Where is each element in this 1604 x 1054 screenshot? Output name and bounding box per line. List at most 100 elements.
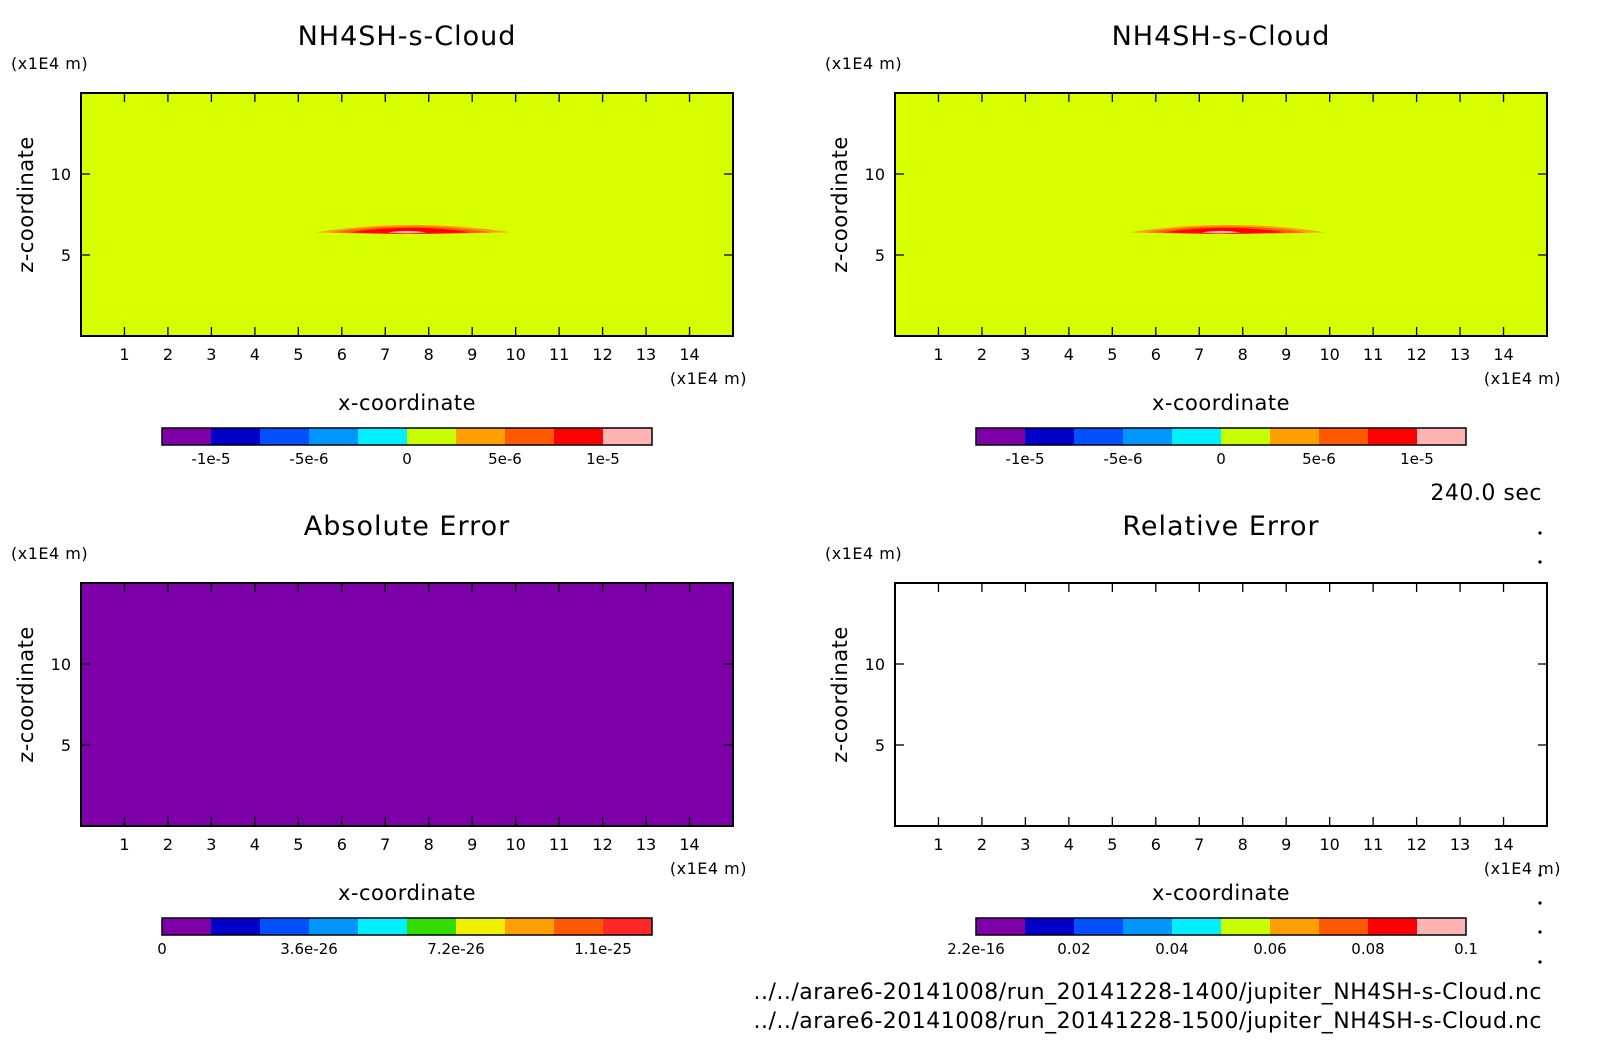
colorbar-tick-label: 1.1e-25 [574, 940, 632, 958]
x-axis-label: x-coordinate [338, 391, 476, 415]
y-unit-label: (x1E4 m) [11, 54, 88, 73]
x-tick-label: 10 [1319, 835, 1339, 854]
cloud-contour-4 [387, 230, 427, 234]
colorbar-cell [1123, 428, 1173, 445]
chart-title: NH4SH-s-Cloud [1112, 21, 1331, 52]
x-tick-label: 13 [636, 835, 656, 854]
x-tick-label: 5 [1107, 345, 1117, 364]
colorbar-cell [1417, 428, 1467, 445]
x-tick-label: 11 [549, 345, 569, 364]
colorbar-tick-label: 0.02 [1057, 940, 1090, 958]
colorbar-cell [976, 918, 1026, 935]
x-unit-label: (x1E4 m) [1484, 859, 1561, 878]
x-tick-label: 8 [424, 835, 434, 854]
y-tick-label: 5 [875, 736, 885, 755]
cloud-contour-3 [349, 227, 472, 234]
field-fill [895, 93, 1547, 336]
x-tick-label: 14 [679, 345, 699, 364]
x-unit-label: (x1E4 m) [670, 369, 747, 388]
colorbar-tick-label: 3.6e-26 [280, 940, 338, 958]
x-tick-label: 14 [679, 835, 699, 854]
x-tick-label: 3 [1020, 835, 1030, 854]
colorbar-frame [975, 917, 1467, 936]
x-tick-label: 12 [1406, 345, 1426, 364]
y-tick-label: 5 [61, 246, 71, 265]
x-tick-label: 4 [1064, 345, 1074, 364]
x-tick-label: 8 [1238, 345, 1248, 364]
file-path-1: ../../arare6-20141008/run_20141228-1400/… [753, 980, 1542, 1005]
colorbar-cell [1319, 918, 1369, 935]
colorbar-tick-label: 0 [1216, 450, 1226, 468]
x-tick-label: 1 [119, 835, 129, 854]
y-unit-label: (x1E4 m) [11, 544, 88, 563]
x-tick-label: 4 [1064, 835, 1074, 854]
x-tick-label: 2 [977, 835, 987, 854]
colorbar-cell [260, 918, 310, 935]
colorbar-cell [456, 918, 506, 935]
colorbar-cell [1417, 918, 1467, 935]
colorbar-cell [1221, 428, 1271, 445]
colorbar-tick-label: 5e-6 [1302, 450, 1336, 468]
colorbar-cell [1025, 428, 1075, 445]
x-tick-label: 11 [1363, 835, 1383, 854]
colorbar-tick-label: 0.1 [1454, 940, 1478, 958]
x-tick-label: 7 [380, 835, 390, 854]
x-tick-label: 7 [1194, 835, 1204, 854]
x-tick-label: 3 [1020, 345, 1030, 364]
colorbar-tick-label: 0 [157, 940, 167, 958]
chart-title: Relative Error [1122, 511, 1319, 542]
x-tick-label: 5 [293, 835, 303, 854]
x-tick-label: 10 [505, 835, 525, 854]
colorbar-frame [975, 427, 1467, 446]
x-tick-label: 3 [206, 835, 216, 854]
colorbar-cell [260, 428, 310, 445]
x-tick-label: 1 [933, 835, 943, 854]
x-tick-label: 11 [549, 835, 569, 854]
y-axis-label: z-coordinate [828, 136, 852, 273]
colorbar-tick-label: 5e-6 [488, 450, 522, 468]
x-tick-label: 1 [933, 345, 943, 364]
plot-frame [80, 582, 734, 827]
x-tick-label: 9 [1281, 345, 1291, 364]
x-tick-label: 2 [977, 345, 987, 364]
chart-panel-1: NH4SH-s-Cloud(x1E4 m)1 2 3 4 5 6 7 8 9 10 11 12 13 14… [11, 21, 747, 468]
x-tick-label: 2 [163, 345, 173, 364]
colorbar-cell [358, 918, 408, 935]
colorbar-cell [309, 428, 359, 445]
cloud-contour-4 [1201, 230, 1241, 234]
colorbar-cell [358, 428, 408, 445]
colorbar-cell [1172, 428, 1222, 445]
cloud-contour-3 [1163, 227, 1286, 234]
x-tick-label: 8 [1238, 835, 1248, 854]
colorbar-cell [211, 918, 261, 935]
colorbar-cell [162, 918, 212, 935]
y-tick-label: 10 [51, 655, 71, 674]
colorbar-cell [1270, 918, 1320, 935]
colorbar-cell [505, 428, 555, 445]
y-tick-label: 5 [61, 736, 71, 755]
x-tick-label: 12 [592, 345, 612, 364]
chart-panel-3: Absolute Error(x1E4 m)1 2 3 4 5 6 7 8 9 10 11 12 13 1… [11, 511, 747, 958]
x-tick-label: 8 [424, 345, 434, 364]
colorbar-cell [554, 428, 604, 445]
y-tick-label: 10 [865, 655, 885, 674]
plot-frame [80, 92, 734, 337]
y-axis-label: z-coordinate [14, 136, 38, 273]
chart-panel-2: NH4SH-s-Cloud(x1E4 m)1 2 3 4 5 6 7 8 9 10 11 12 13 14… [825, 21, 1561, 468]
x-tick-label: 14 [1493, 835, 1513, 854]
x-tick-label: 11 [1363, 345, 1383, 364]
x-tick-label: 13 [1450, 345, 1470, 364]
x-tick-label: 3 [206, 345, 216, 364]
colorbar-tick-label: 0 [402, 450, 412, 468]
colorbar-cell [309, 918, 359, 935]
field-fill [81, 583, 733, 826]
field-fill [81, 93, 733, 336]
x-axis-label: x-coordinate [1152, 391, 1290, 415]
y-tick-label: 5 [875, 246, 885, 265]
chart-title: NH4SH-s-Cloud [298, 21, 517, 52]
x-tick-label: 4 [250, 345, 260, 364]
colorbar-cell [211, 428, 261, 445]
colorbar-tick-label: 1e-5 [1400, 450, 1434, 468]
plot-frame [894, 582, 1548, 827]
